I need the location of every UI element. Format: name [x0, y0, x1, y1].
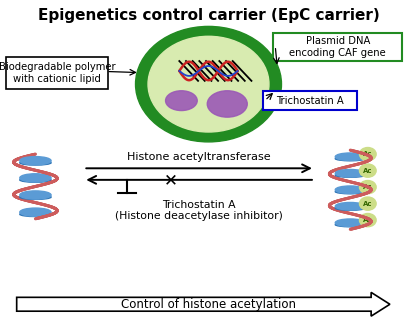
Ellipse shape: [166, 91, 197, 111]
Ellipse shape: [20, 157, 51, 165]
Ellipse shape: [335, 206, 365, 210]
Ellipse shape: [20, 160, 51, 165]
FancyBboxPatch shape: [263, 91, 357, 110]
Circle shape: [136, 26, 281, 142]
FancyArrow shape: [17, 292, 390, 316]
Ellipse shape: [335, 189, 365, 194]
Ellipse shape: [335, 170, 365, 177]
FancyBboxPatch shape: [273, 33, 402, 61]
Ellipse shape: [207, 91, 247, 117]
Text: Ac: Ac: [363, 184, 372, 190]
Ellipse shape: [335, 203, 365, 210]
Ellipse shape: [20, 174, 51, 182]
Text: Trichostatin A
(Histone deacetylase inhibitor): Trichostatin A (Histone deacetylase inhi…: [115, 200, 283, 221]
Ellipse shape: [20, 208, 51, 216]
Ellipse shape: [20, 178, 51, 182]
Ellipse shape: [20, 212, 51, 216]
Ellipse shape: [335, 219, 365, 227]
Circle shape: [359, 197, 376, 210]
Text: ✕: ✕: [164, 171, 178, 189]
Circle shape: [359, 164, 376, 177]
Circle shape: [359, 181, 376, 194]
Text: Histone acetyltransferase: Histone acetyltransferase: [127, 152, 271, 162]
Ellipse shape: [335, 186, 365, 193]
Circle shape: [359, 148, 376, 161]
Text: Ac: Ac: [363, 168, 372, 174]
Text: Trichostatin A: Trichostatin A: [276, 96, 344, 106]
Text: Plasmid DNA
encoding CAF gene: Plasmid DNA encoding CAF gene: [289, 36, 386, 58]
Circle shape: [148, 36, 269, 132]
Circle shape: [359, 214, 376, 227]
Ellipse shape: [335, 153, 365, 161]
Text: Ac: Ac: [363, 217, 372, 223]
Ellipse shape: [335, 173, 365, 177]
Ellipse shape: [335, 156, 365, 161]
Ellipse shape: [20, 191, 51, 199]
Text: Biodegradable polymer
with cationic lipid: Biodegradable polymer with cationic lipi…: [0, 62, 116, 84]
Ellipse shape: [20, 195, 51, 199]
Text: Epigenetics control carrier (EpC carrier): Epigenetics control carrier (EpC carrier…: [38, 8, 379, 23]
Text: Ac: Ac: [363, 201, 372, 207]
Ellipse shape: [335, 222, 365, 227]
Text: Ac: Ac: [363, 151, 372, 157]
FancyBboxPatch shape: [6, 57, 108, 89]
Text: Control of histone acetylation: Control of histone acetylation: [121, 298, 296, 311]
